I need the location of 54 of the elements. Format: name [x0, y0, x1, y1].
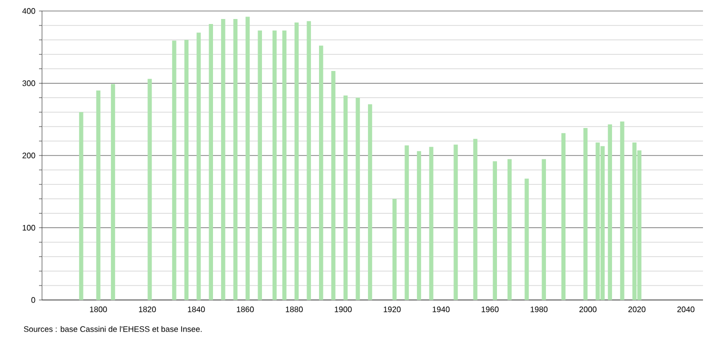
bar: [282, 30, 286, 300]
x-tick-label: 2020: [628, 306, 646, 312]
x-tick-label: 1860: [236, 306, 254, 312]
bar: [272, 30, 277, 300]
bar: [294, 22, 299, 300]
bar: [542, 159, 546, 300]
x-tick-label: 1820: [138, 306, 156, 312]
bar: [473, 138, 478, 300]
x-tick-label: 1960: [482, 306, 499, 312]
bar: [148, 78, 152, 300]
bar: [343, 96, 348, 300]
bar: [620, 122, 624, 300]
bar: [172, 40, 176, 300]
y-tick-label: 300: [22, 80, 36, 86]
bar: [583, 128, 588, 300]
bar: [508, 159, 512, 300]
bar: [331, 70, 336, 300]
bar: [392, 198, 397, 300]
x-tick-label: 2040: [677, 306, 694, 312]
x-tick-label: 1840: [188, 306, 205, 312]
bar: [110, 84, 116, 300]
bar: [96, 90, 100, 300]
bar: [208, 24, 214, 300]
x-tick-label: 1980: [530, 306, 548, 312]
x-tick-label: 1880: [286, 306, 303, 312]
bar: [221, 18, 226, 300]
bar: [306, 21, 311, 300]
bar: [356, 98, 360, 300]
y-tick-label: 400: [22, 8, 36, 14]
bar: [454, 144, 458, 300]
bar: [196, 32, 201, 300]
bar: [258, 30, 262, 300]
bar: [368, 104, 372, 300]
bar: [524, 178, 529, 300]
x-tick-label: 2000: [579, 306, 597, 312]
bar: [608, 124, 612, 300]
bar: [416, 151, 422, 300]
x-tick-label: 1920: [384, 306, 401, 312]
y-tick-label: 0: [31, 297, 36, 303]
bar: [246, 16, 250, 300]
bar: [319, 46, 324, 300]
bar: [492, 161, 497, 300]
x-tick-label: 1940: [432, 306, 450, 312]
x-tick-label: 1900: [334, 306, 352, 312]
bar: [184, 40, 189, 300]
bar: [429, 146, 434, 300]
y-tick-label: 100: [22, 224, 36, 231]
bar: [404, 145, 409, 300]
source-note: Sources : base Cassini de l'EHESS et base Insee.: [24, 326, 202, 332]
y-tick-label: 200: [22, 152, 36, 158]
x-tick-label: 1800: [90, 306, 107, 312]
bar: [233, 18, 238, 300]
bar: [561, 133, 566, 300]
bar: [79, 112, 84, 300]
